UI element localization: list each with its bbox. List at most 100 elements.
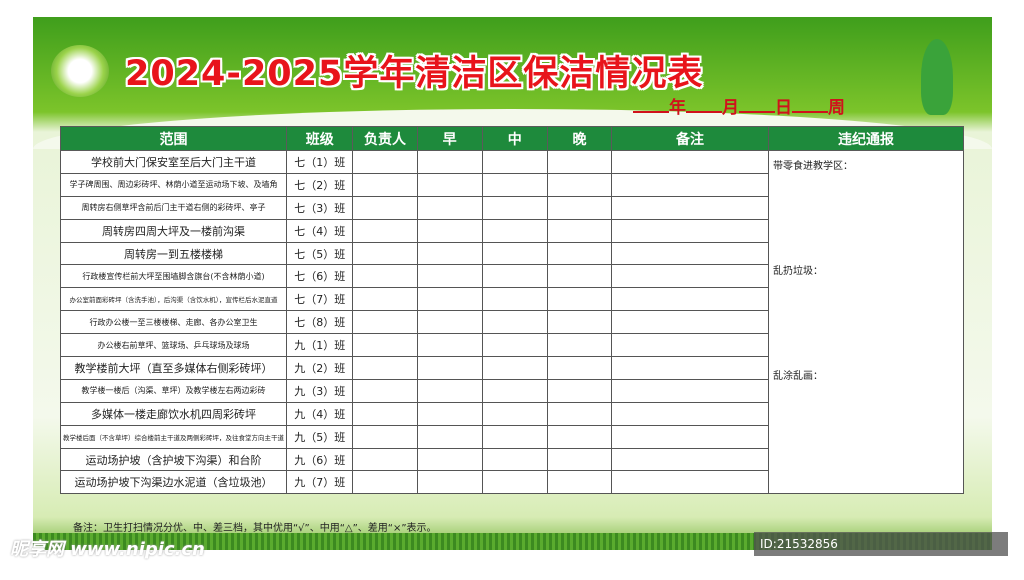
entry-cell[interactable] bbox=[546, 333, 613, 358]
entry-cell[interactable] bbox=[352, 195, 418, 220]
entry-cell[interactable] bbox=[352, 424, 418, 449]
area-cell: 周转房一到五楼楼梯 bbox=[60, 241, 287, 266]
entry-cell[interactable] bbox=[481, 264, 548, 289]
entry-cell[interactable] bbox=[352, 401, 418, 426]
entry-cell[interactable] bbox=[352, 172, 418, 197]
entry-cell[interactable] bbox=[416, 241, 483, 266]
class-cell: 九（5）班 bbox=[285, 424, 354, 449]
entry-cell[interactable] bbox=[416, 378, 483, 403]
entry-cell[interactable] bbox=[416, 172, 483, 197]
entry-cell[interactable] bbox=[546, 401, 613, 426]
entry-cell[interactable] bbox=[352, 150, 418, 174]
entry-cell[interactable] bbox=[352, 470, 418, 495]
entry-cell[interactable] bbox=[416, 401, 483, 426]
entry-cell[interactable] bbox=[416, 310, 483, 335]
column-header: 晚 bbox=[546, 126, 613, 151]
entry-cell[interactable] bbox=[546, 218, 613, 243]
entry-cell[interactable] bbox=[481, 172, 548, 197]
entry-cell[interactable] bbox=[546, 470, 613, 495]
entry-cell[interactable] bbox=[352, 447, 418, 472]
entry-cell[interactable] bbox=[546, 150, 613, 174]
entry-cell[interactable] bbox=[481, 195, 548, 220]
entry-cell[interactable] bbox=[481, 310, 548, 335]
board: 2024-2025学年清洁区保洁情况表 年 月 日 周 范围 班级 负责人早中晚备注 违纪通… bbox=[33, 17, 992, 550]
entry-cell[interactable] bbox=[546, 378, 613, 403]
entry-cell[interactable] bbox=[611, 172, 769, 197]
entry-cell[interactable] bbox=[352, 287, 418, 312]
entry-cell[interactable] bbox=[481, 241, 548, 266]
entry-cell[interactable] bbox=[416, 264, 483, 289]
class-cell: 九（7）班 bbox=[285, 470, 354, 495]
entry-cell[interactable] bbox=[352, 378, 418, 403]
area-cell: 教学楼一楼后（沟渠、草坪）及教学楼左右两边彩砖 bbox=[60, 378, 287, 403]
entry-cell[interactable] bbox=[611, 401, 769, 426]
entry-cell[interactable] bbox=[611, 150, 769, 174]
entry-cell[interactable] bbox=[481, 470, 548, 495]
entry-cell[interactable] bbox=[352, 241, 418, 266]
entry-cell[interactable] bbox=[611, 287, 769, 312]
table-row: 办公室前面彩砖坪（含洗手池），后沟渠（含饮水机），宣传栏后水泥直道 七（7）班 bbox=[60, 287, 964, 312]
date-line: 年月日周 bbox=[633, 93, 845, 118]
entry-cell[interactable] bbox=[481, 287, 548, 312]
class-cell: 七（1）班 bbox=[285, 150, 354, 174]
entry-cell[interactable] bbox=[416, 470, 483, 495]
image-id: ID:21532856 NO:20250807092517312104 bbox=[754, 532, 1008, 575]
entry-cell[interactable] bbox=[611, 378, 769, 403]
area-cell: 办公楼右前草坪、篮球场、乒乓球场及球场 bbox=[60, 333, 287, 358]
column-header: 班级 bbox=[285, 126, 354, 151]
entry-cell[interactable] bbox=[416, 218, 483, 243]
violation-cell[interactable]: 带零食进教学区： 乱扔垃圾： 乱涂乱画： bbox=[767, 149, 965, 495]
entry-cell[interactable] bbox=[611, 241, 769, 266]
entry-cell[interactable] bbox=[546, 356, 613, 380]
entry-cell[interactable] bbox=[546, 264, 613, 289]
table-row: 教学楼前大坪（直至多媒体右侧彩砖坪） 九（2）班 bbox=[60, 356, 964, 380]
entry-cell[interactable] bbox=[611, 264, 769, 289]
entry-cell[interactable] bbox=[352, 356, 418, 380]
entry-cell[interactable] bbox=[611, 356, 769, 380]
entry-cell[interactable] bbox=[416, 150, 483, 174]
column-header: 负责人 bbox=[352, 126, 418, 151]
entry-cell[interactable] bbox=[546, 172, 613, 197]
entry-cell[interactable] bbox=[481, 150, 548, 174]
entry-cell[interactable] bbox=[352, 333, 418, 358]
entry-cell[interactable] bbox=[481, 218, 548, 243]
week-label: 周 bbox=[828, 98, 845, 118]
entry-cell[interactable] bbox=[352, 310, 418, 335]
watermark: 昵享网 www.nipic.cn bbox=[10, 539, 205, 560]
entry-cell[interactable] bbox=[481, 447, 548, 472]
entry-cell[interactable] bbox=[416, 195, 483, 220]
entry-cell[interactable] bbox=[546, 287, 613, 312]
entry-cell[interactable] bbox=[352, 218, 418, 243]
violation-label: 乱涂乱画： bbox=[772, 371, 823, 382]
entry-cell[interactable] bbox=[546, 447, 613, 472]
entry-cell[interactable] bbox=[481, 356, 548, 380]
entry-cell[interactable] bbox=[546, 241, 613, 266]
entry-cell[interactable] bbox=[611, 310, 769, 335]
entry-cell[interactable] bbox=[611, 447, 769, 472]
entry-cell[interactable] bbox=[611, 470, 769, 495]
entry-cell[interactable] bbox=[416, 287, 483, 312]
area-cell: 运动场护坡（含护坡下沟渠）和台阶 bbox=[60, 447, 287, 472]
entry-cell[interactable] bbox=[611, 218, 769, 243]
entry-cell[interactable] bbox=[352, 264, 418, 289]
column-header: 违纪通报 bbox=[767, 126, 965, 151]
entry-cell[interactable] bbox=[416, 424, 483, 449]
entry-cell[interactable] bbox=[481, 333, 548, 358]
entry-cell[interactable] bbox=[611, 424, 769, 449]
entry-cell[interactable] bbox=[546, 195, 613, 220]
class-cell: 九（3）班 bbox=[285, 378, 354, 403]
entry-cell[interactable] bbox=[416, 333, 483, 358]
class-cell: 七（5）班 bbox=[285, 241, 354, 266]
entry-cell[interactable] bbox=[481, 424, 548, 449]
column-header: 中 bbox=[481, 126, 548, 151]
entry-cell[interactable] bbox=[546, 310, 613, 335]
entry-cell[interactable] bbox=[416, 447, 483, 472]
entry-cell[interactable] bbox=[416, 356, 483, 380]
entry-cell[interactable] bbox=[481, 401, 548, 426]
entry-cell[interactable] bbox=[546, 424, 613, 449]
entry-cell[interactable] bbox=[611, 333, 769, 358]
entry-cell[interactable] bbox=[481, 378, 548, 403]
entry-cell[interactable] bbox=[611, 195, 769, 220]
area-cell: 运动场护坡下沟渠边水泥道（含垃圾池） bbox=[60, 470, 287, 495]
class-cell: 九（4）班 bbox=[285, 401, 354, 426]
